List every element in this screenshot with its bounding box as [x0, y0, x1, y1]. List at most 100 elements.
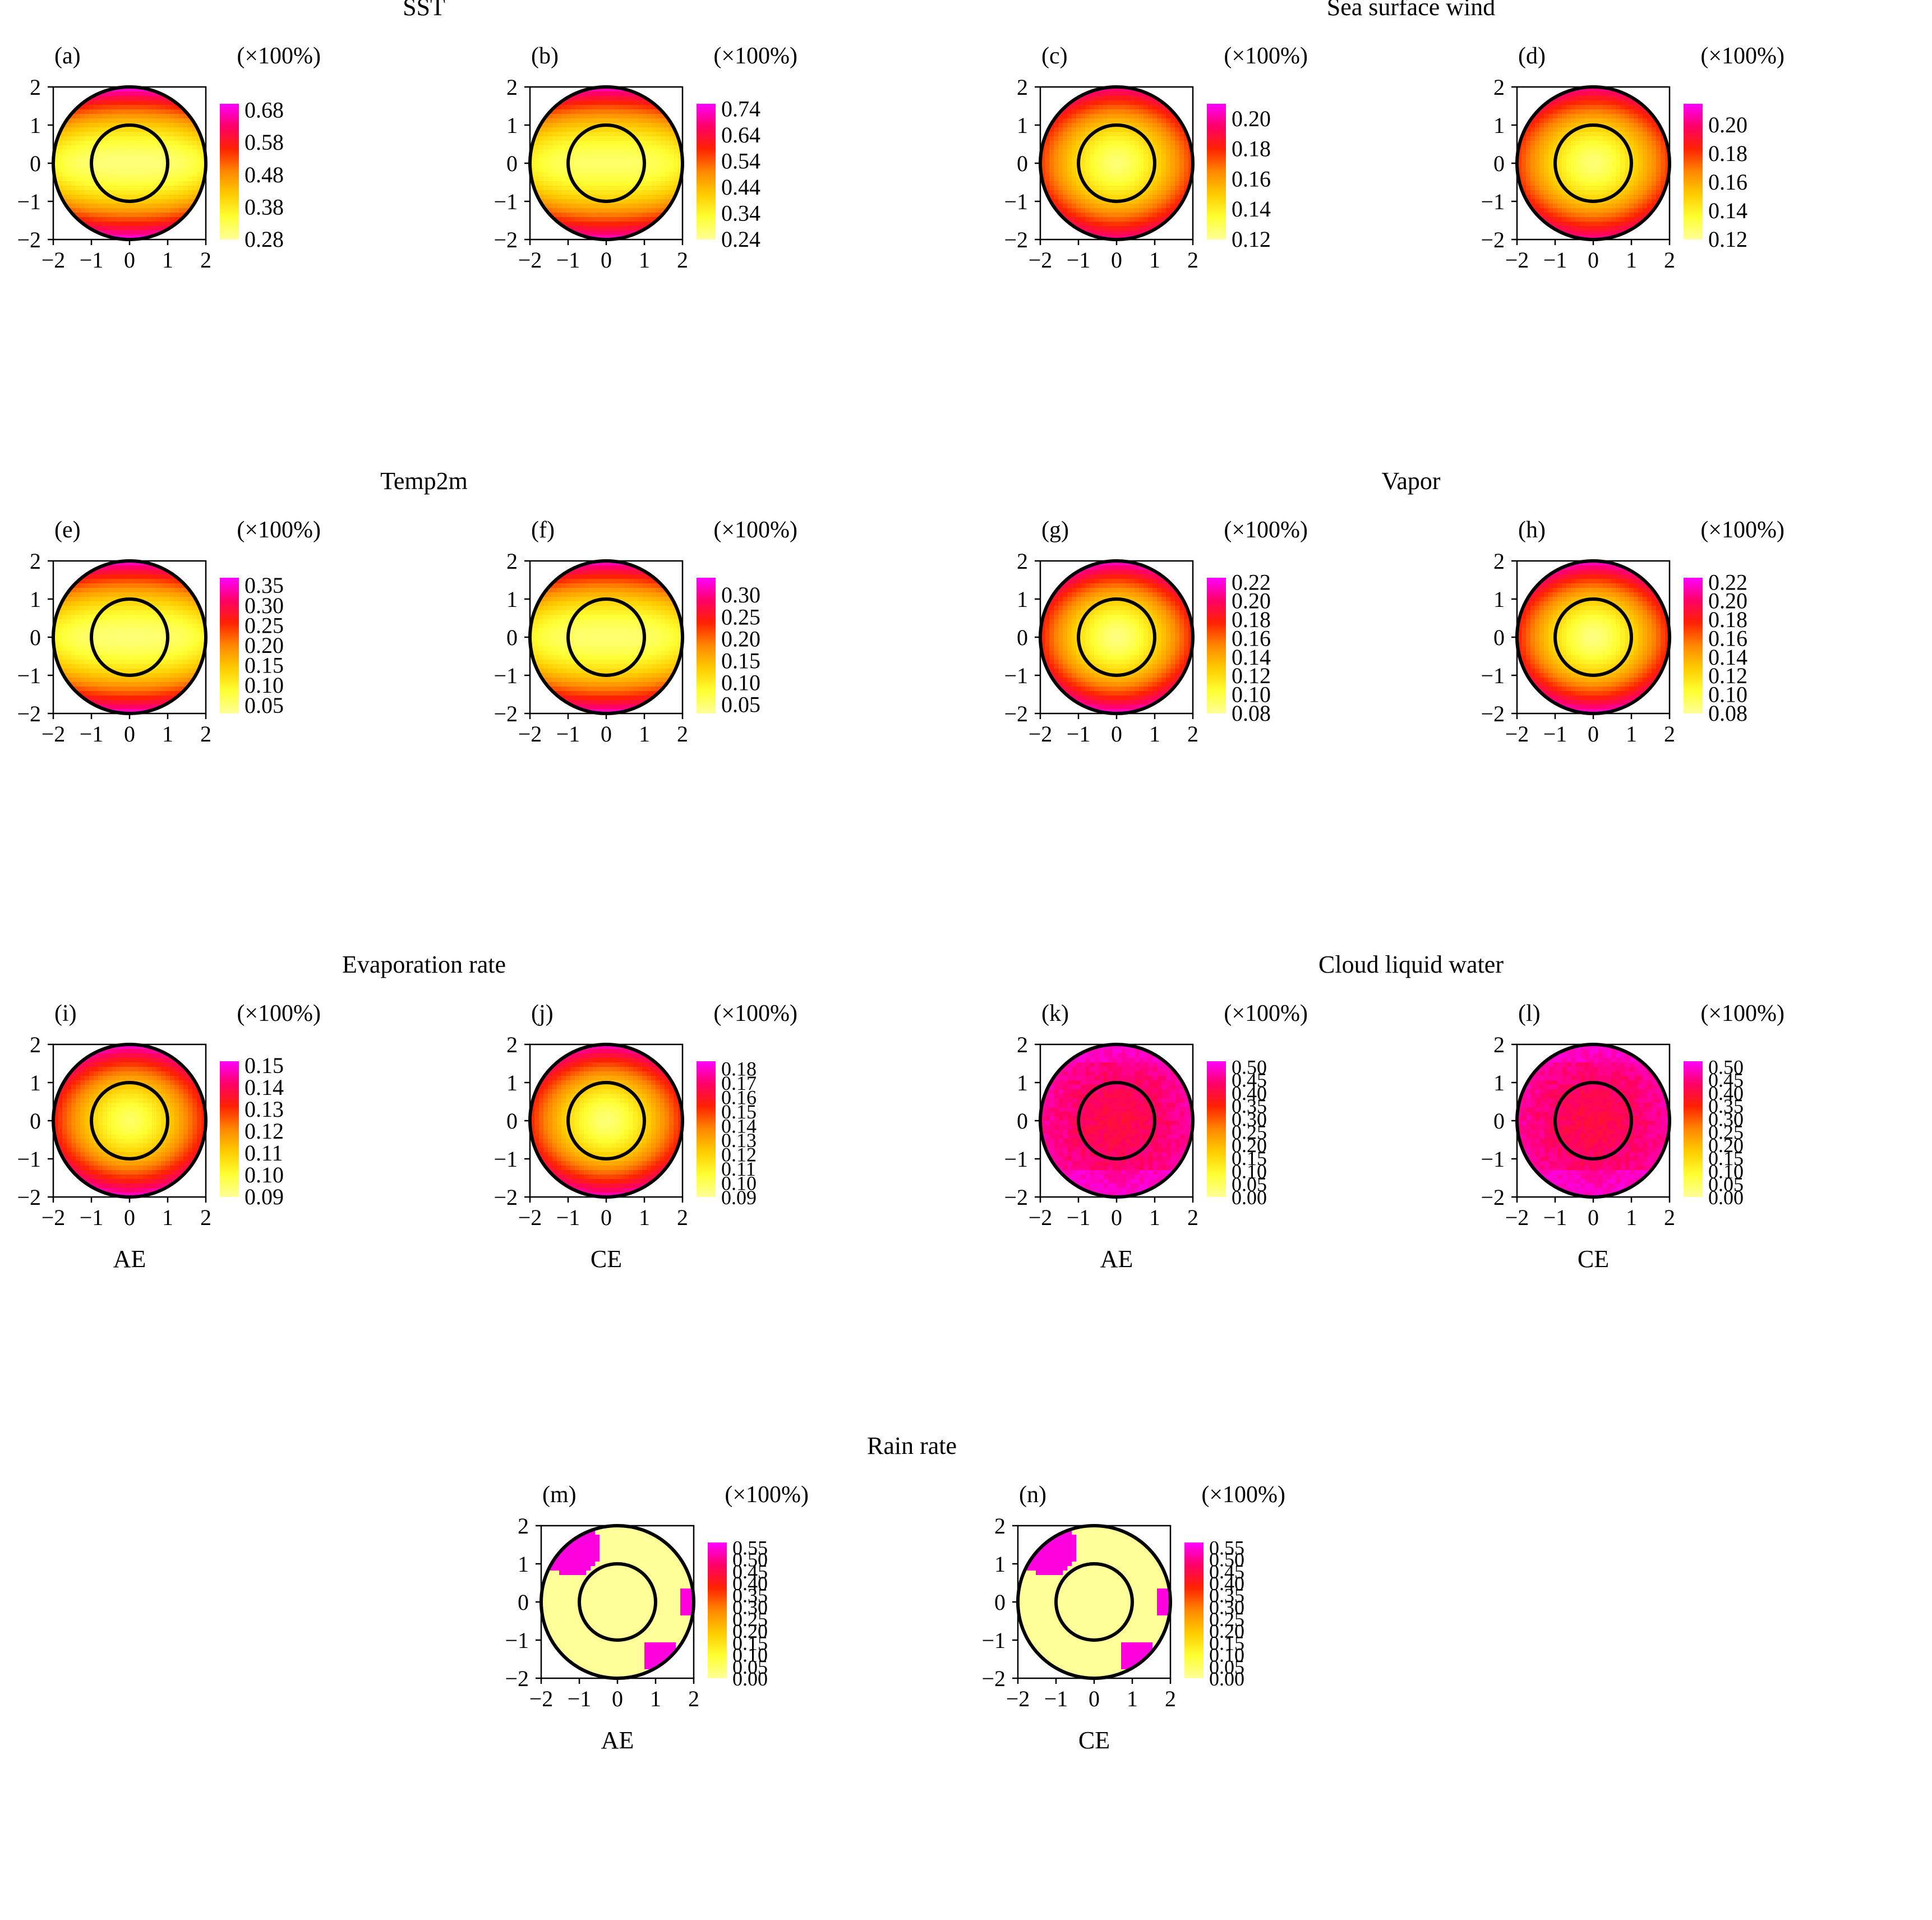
heatmap-cell: [1580, 145, 1585, 150]
heatmap-cell: [1054, 127, 1059, 132]
heatmap-cell: [1170, 208, 1175, 213]
heatmap-cell: [1175, 172, 1180, 177]
heatmap-cell: [1571, 213, 1576, 218]
heatmap-cell: [575, 195, 580, 200]
heatmap-cell: [593, 127, 598, 132]
x-tick-label: 0: [601, 247, 612, 273]
heatmap-cell: [80, 565, 85, 570]
heatmap-cell: [543, 123, 548, 128]
heatmap-cell: [112, 145, 117, 150]
heatmap-cell: [76, 601, 81, 606]
heatmap-cell: [1643, 91, 1648, 96]
heatmap-cell: [570, 204, 575, 209]
heatmap-cell: [53, 159, 58, 164]
heatmap-cell: [647, 181, 652, 186]
heatmap-cell: [1067, 163, 1072, 168]
heatmap-cell: [1135, 96, 1140, 101]
heatmap-cell: [147, 217, 153, 222]
heatmap-cell: [1076, 222, 1081, 227]
heatmap-cell: [1117, 87, 1122, 92]
heatmap-cell: [58, 145, 63, 150]
heatmap-cell: [1593, 145, 1598, 150]
heatmap-cell: [1611, 199, 1616, 204]
heatmap-cell: [1045, 145, 1050, 150]
heatmap-cell: [660, 190, 665, 195]
heatmap-cell: [539, 226, 544, 231]
heatmap-cell: [1517, 105, 1522, 110]
heatmap-cell: [107, 96, 112, 101]
heatmap-cell: [1611, 186, 1616, 191]
heatmap-cell: [1575, 141, 1580, 146]
heatmap-cell: [674, 109, 679, 114]
heatmap-cell: [1126, 199, 1131, 204]
heatmap-cell: [62, 222, 67, 227]
heatmap-cell: [1625, 150, 1630, 155]
heatmap-cell: [629, 181, 634, 186]
heatmap-cell: [647, 195, 652, 200]
heatmap-cell: [67, 204, 72, 209]
heatmap-cell: [1638, 118, 1643, 123]
heatmap-cell: [174, 136, 179, 141]
heatmap-cell: [1090, 114, 1095, 119]
heatmap-cell: [1058, 172, 1063, 177]
heatmap-cell: [1530, 150, 1536, 155]
heatmap-cell: [1575, 190, 1580, 195]
x-tick-label: 2: [1664, 247, 1675, 273]
heatmap-cell: [1521, 136, 1527, 141]
heatmap-cell: [1557, 190, 1562, 195]
heatmap-cell: [1161, 231, 1166, 236]
heatmap-cell: [103, 100, 108, 105]
heatmap-cell: [116, 100, 121, 105]
heatmap-cell: [1139, 226, 1144, 231]
heatmap-cell: [1081, 213, 1086, 218]
heatmap-cell: [188, 217, 193, 222]
heatmap-cell: [624, 181, 629, 186]
heatmap-cell: [1557, 168, 1562, 173]
heatmap-cell: [606, 118, 611, 123]
heatmap-cell: [1143, 177, 1149, 182]
heatmap-cell: [165, 136, 170, 141]
heatmap-cell: [1589, 105, 1594, 110]
heatmap-cell: [80, 172, 85, 177]
heatmap-cell: [1049, 213, 1054, 218]
heatmap-cell: [1148, 136, 1153, 141]
heatmap-cell: [1593, 177, 1598, 182]
heatmap-cell: [1656, 109, 1661, 114]
colorbar-tick-label: 0.20: [1708, 112, 1747, 137]
heatmap-cell: [1557, 127, 1562, 132]
heatmap-cell: [1121, 127, 1126, 132]
heatmap-cell: [1166, 226, 1171, 231]
heatmap-cell: [642, 105, 647, 110]
heatmap-cell: [1589, 177, 1594, 182]
heatmap-cell: [1580, 154, 1585, 159]
heatmap-cell: [1121, 141, 1126, 146]
heatmap-cell: [71, 231, 76, 236]
heatmap-cell: [1161, 123, 1166, 128]
heatmap-cell: [156, 181, 162, 186]
heatmap-cell: [76, 168, 81, 173]
heatmap-cell: [67, 646, 72, 651]
heatmap-cell: [1521, 222, 1527, 227]
heatmap-cell: [1045, 136, 1050, 141]
heatmap-cell: [656, 87, 661, 92]
heatmap-cell: [161, 100, 166, 105]
heatmap-cell: [674, 168, 679, 173]
heatmap-cell: [1108, 96, 1113, 101]
heatmap-cell: [543, 150, 548, 155]
heatmap-cell: [1652, 186, 1657, 191]
heatmap-cell: [566, 208, 571, 213]
heatmap-cell: [1517, 100, 1522, 105]
heatmap-cell: [642, 145, 647, 150]
heatmap-cell: [1602, 100, 1607, 105]
heatmap-cell: [1580, 127, 1585, 132]
heatmap-cell: [188, 105, 193, 110]
heatmap-cell: [161, 159, 166, 164]
heatmap-cell: [1544, 172, 1549, 177]
heatmap-cell: [1589, 213, 1594, 218]
heatmap-cell: [76, 588, 81, 593]
heatmap-cell: [566, 132, 571, 137]
heatmap-cell: [557, 186, 562, 191]
heatmap-cell: [1152, 186, 1158, 191]
heatmap-cell: [58, 633, 63, 638]
heatmap-cell: [1544, 226, 1549, 231]
